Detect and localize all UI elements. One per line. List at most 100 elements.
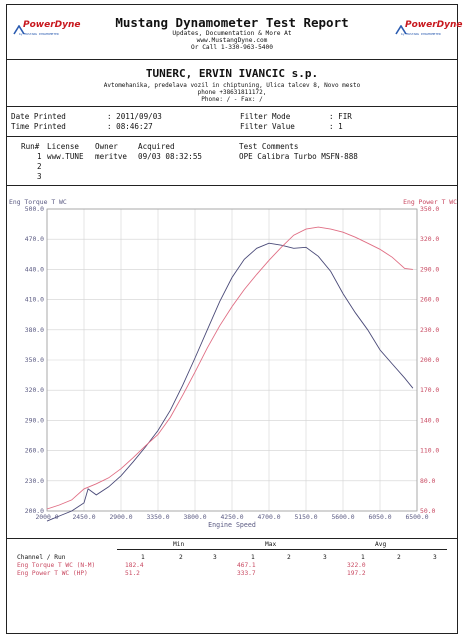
stats-torque-avg: 322.0 bbox=[347, 562, 366, 569]
powerdyne-logo-right: PowerDyne by MUSTANG DYNAMOMETER bbox=[395, 19, 463, 45]
stats-torque-min: 182.4 bbox=[125, 562, 144, 569]
y-left-tick-label: 440.0 bbox=[25, 265, 44, 273]
series-line-power bbox=[46, 226, 413, 510]
run-2-number: 2 bbox=[37, 162, 42, 171]
y-left-tick-label: 410.0 bbox=[25, 296, 44, 304]
x-tick-label: 6500.0 bbox=[405, 513, 428, 521]
y-right-tick-label: 110.0 bbox=[420, 447, 439, 455]
x-tick-label: 4250.0 bbox=[220, 513, 243, 521]
logo-brand-text: PowerDyne bbox=[405, 20, 463, 30]
series-line-torque bbox=[46, 242, 414, 522]
x-tick-label: 2450.0 bbox=[72, 513, 95, 521]
x-tick-label: 6050.0 bbox=[368, 513, 391, 521]
stats-avg-run-2: 2 bbox=[397, 554, 401, 561]
y-right-tick-label: 320.0 bbox=[420, 235, 439, 243]
report-page: PowerDyne by MUSTANG DYNAMOMETER PowerDy… bbox=[6, 4, 463, 634]
y-right-tick-label: 50.0 bbox=[420, 507, 436, 515]
run-1-acquired: 09/03 08:32:55 bbox=[138, 152, 203, 161]
run-1-license: www.TUNE bbox=[47, 152, 84, 161]
date-printed-value: : 2011/09/03 bbox=[107, 112, 162, 121]
stats-channel-run-label: Channel / Run bbox=[17, 554, 66, 561]
runs-header-owner: Owner bbox=[95, 142, 118, 151]
x-tick-label: 4700.0 bbox=[257, 513, 280, 521]
filter-value-value: : 1 bbox=[329, 122, 343, 131]
y-right-tick-label: 230.0 bbox=[420, 326, 439, 334]
logo-tagline: by MUSTANG DYNAMOMETER bbox=[19, 32, 59, 36]
x-tick-label: 5600.0 bbox=[331, 513, 354, 521]
runs-header-license: License bbox=[47, 142, 80, 151]
shop-name: TUNERC, ERVIN IVANCIC s.p. bbox=[145, 67, 319, 80]
stats-min-run-3: 3 bbox=[213, 554, 217, 561]
x-tick-label: 5150.0 bbox=[294, 513, 317, 521]
logo-tagline: by MUSTANG DYNAMOMETER bbox=[401, 32, 441, 36]
stats-torque-label: Eng Torque T WC (N-M) bbox=[17, 562, 96, 569]
time-printed-value: : 08:46:27 bbox=[107, 122, 153, 131]
header-subline-1: Updates, Documentation & More At bbox=[172, 30, 292, 37]
report-title: Mustang Dynamometer Test Report bbox=[115, 15, 349, 30]
y-left-tick-label: 350.0 bbox=[25, 356, 44, 364]
filter-value-label: Filter Value bbox=[240, 122, 295, 131]
divider bbox=[7, 106, 457, 107]
stats-header-max: Max bbox=[265, 541, 277, 548]
divider bbox=[7, 538, 457, 539]
run-1-owner: meritve bbox=[95, 152, 128, 161]
stats-power-label: Eng Power T WC (HP) bbox=[17, 570, 88, 577]
stats-header-min: Min bbox=[173, 541, 185, 548]
shop-phone: phone +38631811172, bbox=[197, 89, 267, 96]
y-left-tick-label: 290.0 bbox=[25, 416, 44, 424]
swoosh-icon bbox=[13, 25, 25, 35]
stats-max-run-2: 2 bbox=[287, 554, 291, 561]
stats-max-run-3: 3 bbox=[323, 554, 327, 561]
stats-avg-run-1: 1 bbox=[361, 554, 365, 561]
y-right-tick-label: 260.0 bbox=[420, 296, 439, 304]
y-left-tick-label: 260.0 bbox=[25, 447, 44, 455]
shop-fax: Phone: / - Fax: / bbox=[201, 96, 263, 103]
y-left-tick-label: 230.0 bbox=[25, 477, 44, 485]
runs-header-acquired: Acquired bbox=[138, 142, 175, 151]
x-tick-label: 2000.0 bbox=[35, 513, 58, 521]
logo-brand-text: PowerDyne bbox=[23, 20, 81, 30]
y-right-tick-label: 200.0 bbox=[420, 356, 439, 364]
run-3-number: 3 bbox=[37, 172, 42, 181]
runs-header-run: Run# bbox=[21, 142, 40, 151]
stats-min-run-1: 1 bbox=[141, 554, 145, 561]
stats-max-run-1: 1 bbox=[251, 554, 255, 561]
swoosh-icon bbox=[395, 25, 407, 35]
y-left-axis-label: Eng Torque T WC bbox=[9, 198, 67, 206]
shop-address: Avtomehanika, predelava vozil in chiptun… bbox=[103, 82, 361, 89]
run-1-comments: OPE Calibra Turbo MSFN-888 bbox=[239, 152, 358, 161]
x-tick-label: 3350.0 bbox=[146, 513, 169, 521]
stats-power-min: 51.2 bbox=[125, 570, 140, 577]
y-left-tick-label: 320.0 bbox=[25, 386, 44, 394]
x-tick-label: 2900.0 bbox=[109, 513, 132, 521]
powerdyne-logo-left: PowerDyne by MUSTANG DYNAMOMETER bbox=[13, 19, 81, 45]
y-left-tick-label: 500.0 bbox=[25, 205, 44, 213]
y-right-axis-label: Eng Power T WC bbox=[403, 198, 457, 206]
plot-area-frame bbox=[46, 208, 418, 512]
dyno-chart-svg: 2000.0 2450.0 2900.0 3350.0 3800.0 4250.0 4700… bbox=[9, 198, 457, 529]
y-left-tick-label: 200.0 bbox=[25, 507, 44, 515]
y-right-tick-label: 80.0 bbox=[420, 477, 436, 485]
stats-min-run-2: 2 bbox=[179, 554, 183, 561]
stats-header-rule bbox=[117, 549, 447, 550]
y-left-tick-label: 470.0 bbox=[25, 235, 44, 243]
stats-torque-max: 467.1 bbox=[237, 562, 256, 569]
y-right-tick-label: 170.0 bbox=[420, 386, 439, 394]
y-right-tick-label: 350.0 bbox=[420, 205, 439, 213]
y-right-tick-label: 290.0 bbox=[420, 265, 439, 273]
dyno-chart: 2000.0 2450.0 2900.0 3350.0 3800.0 4250.0 4700… bbox=[7, 193, 459, 535]
header-subline-3: Or Call 1-330-963-5400 bbox=[191, 44, 273, 51]
x-axis-label: Engine Speed bbox=[208, 521, 256, 529]
divider bbox=[7, 185, 457, 186]
date-printed-label: Date Printed bbox=[11, 112, 66, 121]
filter-mode-value: : FIR bbox=[329, 112, 352, 121]
x-tick-label: 3800.0 bbox=[183, 513, 206, 521]
header-subline-2: www.MustangDyne.com bbox=[196, 37, 268, 44]
y-right-tick-label: 140.0 bbox=[420, 416, 439, 424]
stats-power-max: 333.7 bbox=[237, 570, 256, 577]
stats-power-avg: 197.2 bbox=[347, 570, 366, 577]
stats-avg-run-3: 3 bbox=[433, 554, 437, 561]
divider bbox=[7, 59, 457, 60]
runs-header-comments: Test Comments bbox=[239, 142, 299, 151]
divider bbox=[7, 136, 457, 137]
